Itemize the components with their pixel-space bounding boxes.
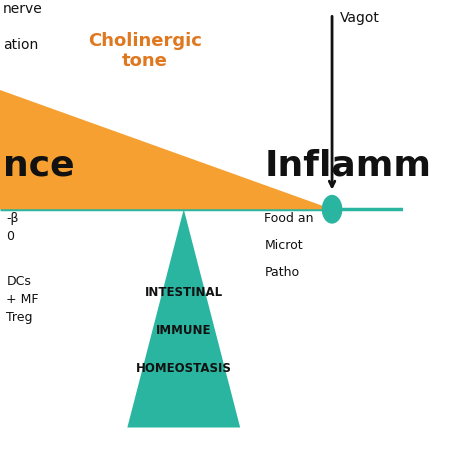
Text: Inflamm: Inflamm [264,148,432,182]
Text: INTESTINAL: INTESTINAL [145,286,223,299]
Text: Vagot: Vagot [340,11,380,25]
Text: Microt: Microt [264,239,303,252]
Text: Patho: Patho [264,266,299,279]
Text: IMMUNE: IMMUNE [156,324,211,337]
Text: DCs: DCs [6,275,32,288]
Text: + MF: + MF [6,293,39,306]
Text: nce: nce [3,148,75,182]
Circle shape [322,195,342,224]
Polygon shape [127,209,240,428]
Text: ation: ation [3,38,38,52]
Text: HOMEOSTASIS: HOMEOSTASIS [136,363,232,375]
Text: Treg: Treg [6,311,33,324]
Text: 0: 0 [6,230,14,243]
Polygon shape [0,90,332,209]
Text: -β: -β [6,212,19,225]
Text: nerve: nerve [3,2,43,16]
Text: Cholinergic
tone: Cholinergic tone [88,32,202,70]
Text: Food an: Food an [264,212,314,225]
